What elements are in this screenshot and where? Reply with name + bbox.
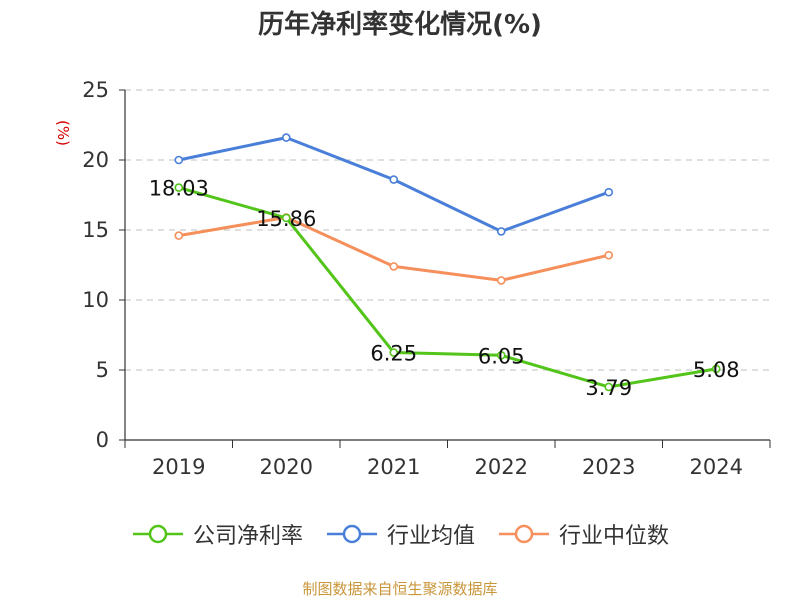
data-point xyxy=(174,183,184,192)
series-line-0 xyxy=(178,186,717,389)
data-point xyxy=(604,187,614,197)
y-tick-label: 15 xyxy=(82,218,109,242)
legend-marker-company xyxy=(132,524,183,544)
y-tick-label: 20 xyxy=(82,148,109,172)
y-tick-label: 5 xyxy=(96,358,109,382)
x-tick-label: 2019 xyxy=(152,455,205,479)
data-label: 15.86 xyxy=(256,207,316,231)
legend-label-company: 公司净利率 xyxy=(192,524,303,549)
legend: 公司净利率 行业均值 行业中位数 xyxy=(0,518,800,550)
data-point xyxy=(604,382,614,392)
x-tick-label: 2022 xyxy=(475,455,528,479)
legend-item-industry-avg[interactable]: 行业均值 xyxy=(325,518,475,550)
x-tick-label: 2024 xyxy=(690,455,743,479)
data-point xyxy=(496,350,506,360)
y-tick-label: 25 xyxy=(82,78,109,102)
data-point xyxy=(389,175,399,184)
data-point xyxy=(389,262,399,271)
legend-marker-industry-median xyxy=(499,524,549,544)
data-label: 5.08 xyxy=(693,358,740,382)
data-point xyxy=(281,213,291,223)
data-label: 6.25 xyxy=(370,342,417,366)
data-label: 6.05 xyxy=(478,344,525,368)
series-line-1 xyxy=(178,136,610,233)
chart-title: 历年净利率变化情况(%) xyxy=(258,10,542,40)
data-source-note: 制图数据来自恒生聚源数据库 xyxy=(302,580,498,598)
data-label: 18.03 xyxy=(149,177,209,201)
legend-label-industry-avg: 行业均值 xyxy=(386,524,475,549)
data-point xyxy=(174,155,184,165)
data-point xyxy=(174,231,184,240)
x-tick-label: 2023 xyxy=(582,455,635,479)
legend-label-industry-median: 行业中位数 xyxy=(559,524,670,549)
x-tick-label: 2021 xyxy=(367,455,420,479)
series-line-2 xyxy=(178,215,610,282)
data-point xyxy=(604,250,614,260)
legend-item-company[interactable]: 公司净利率 xyxy=(131,518,303,550)
data-point xyxy=(281,133,291,142)
y-tick-label: 0 xyxy=(96,428,109,452)
data-point xyxy=(389,348,399,357)
legend-item-industry-median[interactable]: 行业中位数 xyxy=(497,518,669,550)
data-point xyxy=(711,364,721,374)
legend-marker-industry-avg xyxy=(326,524,377,544)
data-point xyxy=(496,276,506,285)
y-tick-label: 10 xyxy=(82,288,109,312)
x-tick-label: 2020 xyxy=(260,455,313,479)
data-label: 3.79 xyxy=(585,376,632,400)
data-point xyxy=(496,227,506,236)
